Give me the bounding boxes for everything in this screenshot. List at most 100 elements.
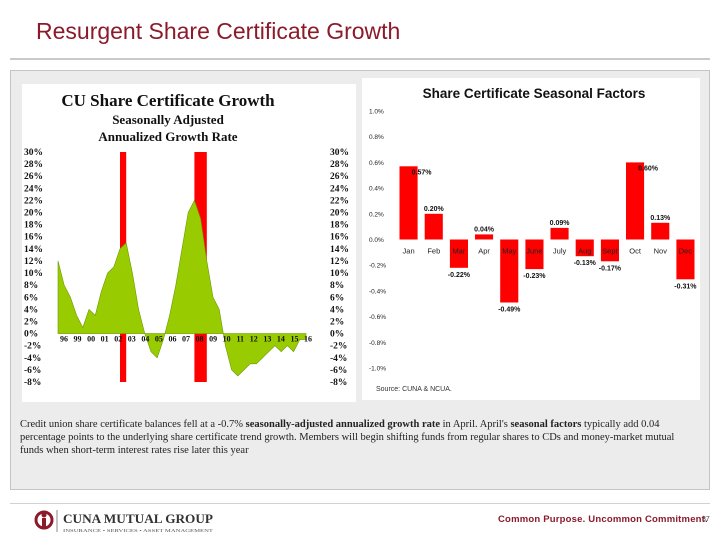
footer-subbrand: INSURANCE • SERVICES • ASSET MANAGEMENT [63, 528, 213, 533]
seasonal-category-label: Feb [427, 247, 440, 256]
seasonal-category-label: Jan [403, 247, 415, 256]
caption-text-1: Credit union share certificate balances … [20, 419, 246, 430]
x-tick: 13 [263, 334, 271, 343]
seasonal-data-label: -0.17% [599, 265, 622, 272]
x-tick: 04 [141, 334, 149, 343]
seasonal-data-label: 0.20% [424, 206, 445, 213]
y-tick-right: 18% [330, 221, 349, 231]
seasonal-bar [475, 234, 494, 240]
caption-bold-2: seasonal factors [510, 419, 582, 430]
seasonal-bar [500, 239, 519, 303]
y-tick-left: 10% [24, 269, 43, 279]
growth-area-series [57, 199, 307, 377]
x-tick: 11 [236, 334, 244, 343]
seasonal-category-label: Nov [654, 247, 668, 256]
seasonal-chart-source: Source: CUNA & NCUA. [376, 386, 452, 393]
cuna-logo: CUNA MUTUAL GROUP INSURANCE • SERVICES •… [34, 510, 213, 533]
caption-bold-1: seasonally-adjusted annualized growth ra… [245, 419, 441, 430]
y-tick-right: 10% [330, 269, 349, 279]
seasonal-bar [399, 166, 418, 240]
seasonal-y-tick: -0.6% [369, 314, 386, 321]
seasonal-data-label: 0.13% [650, 215, 671, 222]
seasonal-y-tick: 1.0% [369, 109, 384, 116]
seasonal-y-tick: 0.2% [369, 211, 384, 218]
logo-mark-icon [34, 510, 54, 530]
seasonal-category-label: Mar [452, 247, 465, 256]
y-tick-right: -6% [330, 366, 347, 376]
x-tick: 02 [114, 334, 122, 343]
y-tick-left: -6% [24, 366, 41, 376]
y-tick-right: 6% [330, 293, 344, 303]
seasonal-category-label: Oct [629, 247, 642, 256]
y-tick-left: 12% [24, 257, 43, 267]
seasonal-chart-title: Share Certificate Seasonal Factors [423, 86, 646, 101]
y-tick-left: 18% [24, 221, 43, 231]
seasonal-bar [424, 213, 443, 240]
footer-brand: CUNA MUTUAL GROUP [63, 512, 213, 526]
x-tick: 09 [209, 334, 217, 343]
y-tick-left: 22% [24, 196, 43, 206]
seasonal-bar [525, 239, 544, 270]
y-tick-left: 8% [24, 281, 38, 291]
x-tick: 07 [182, 334, 190, 343]
x-tick: 12 [250, 334, 258, 343]
seasonal-data-label: -0.31% [674, 283, 697, 290]
x-tick: 99 [74, 334, 82, 343]
y-tick-left: 2% [24, 317, 38, 327]
x-tick: 05 [155, 334, 163, 343]
y-tick-right: 20% [330, 209, 349, 219]
seasonal-y-tick: -1.0% [369, 366, 386, 373]
y-tick-left: -2% [24, 342, 41, 352]
seasonal-data-label: 0.09% [550, 220, 571, 227]
y-tick-left: -4% [24, 354, 41, 364]
title-divider [10, 58, 710, 60]
y-tick-right: -4% [330, 354, 347, 364]
y-tick-right: -8% [330, 378, 347, 388]
y-tick-right: 0% [330, 330, 344, 340]
y-tick-left: 24% [24, 184, 43, 194]
footer-divider [10, 503, 710, 504]
y-tick-right: 28% [330, 160, 349, 170]
seasonal-y-tick: -0.2% [369, 263, 386, 270]
y-tick-right: 16% [330, 233, 349, 243]
y-tick-left: 4% [24, 305, 38, 315]
y-tick-left: 30% [24, 148, 43, 158]
seasonal-bar [600, 239, 619, 262]
y-tick-left: -8% [24, 378, 41, 388]
growth-chart: CU Share Certificate Growth Seasonally A… [22, 84, 356, 402]
x-tick: 03 [128, 334, 136, 343]
growth-chart-subtitle-line1: Seasonally Adjusted [112, 112, 224, 127]
y-tick-left: 0% [24, 330, 38, 340]
seasonal-y-tick: -0.4% [369, 288, 386, 295]
slide-caption: Credit union share certificate balances … [20, 418, 700, 457]
x-tick: 06 [168, 334, 176, 343]
y-tick-left: 14% [24, 245, 43, 255]
caption-text-2: in April. April's [440, 419, 511, 430]
x-tick: 08 [196, 334, 204, 343]
y-tick-left: 20% [24, 209, 43, 219]
y-tick-right: 12% [330, 257, 349, 267]
x-tick: 10 [223, 334, 231, 343]
seasonal-bar [575, 239, 594, 257]
seasonal-data-label: -0.49% [498, 307, 521, 314]
growth-chart-subtitle-line2: Annualized Growth Rate [98, 129, 237, 144]
x-tick: 15 [290, 334, 298, 343]
y-tick-right: 8% [330, 281, 344, 291]
seasonal-y-tick: 0.0% [369, 237, 384, 244]
seasonal-bar [550, 227, 569, 240]
x-tick: 14 [277, 334, 285, 343]
seasonal-category-label: Apr [478, 247, 490, 256]
seasonal-data-label: -0.13% [574, 260, 597, 267]
y-tick-right: 4% [330, 305, 344, 315]
seasonal-bar [651, 222, 670, 240]
seasonal-y-tick: 0.8% [369, 134, 384, 141]
seasonal-bar [676, 239, 695, 280]
y-tick-right: 24% [330, 184, 349, 194]
seasonal-category-label: May [502, 247, 516, 256]
x-tick: 00 [87, 334, 95, 343]
seasonal-category-label: June [526, 247, 542, 256]
y-tick-right: 22% [330, 196, 349, 206]
x-tick: 16 [304, 334, 312, 343]
footer-tagline: Common Purpose. Uncommon Commitment. [498, 514, 708, 525]
seasonal-bar [449, 239, 468, 268]
